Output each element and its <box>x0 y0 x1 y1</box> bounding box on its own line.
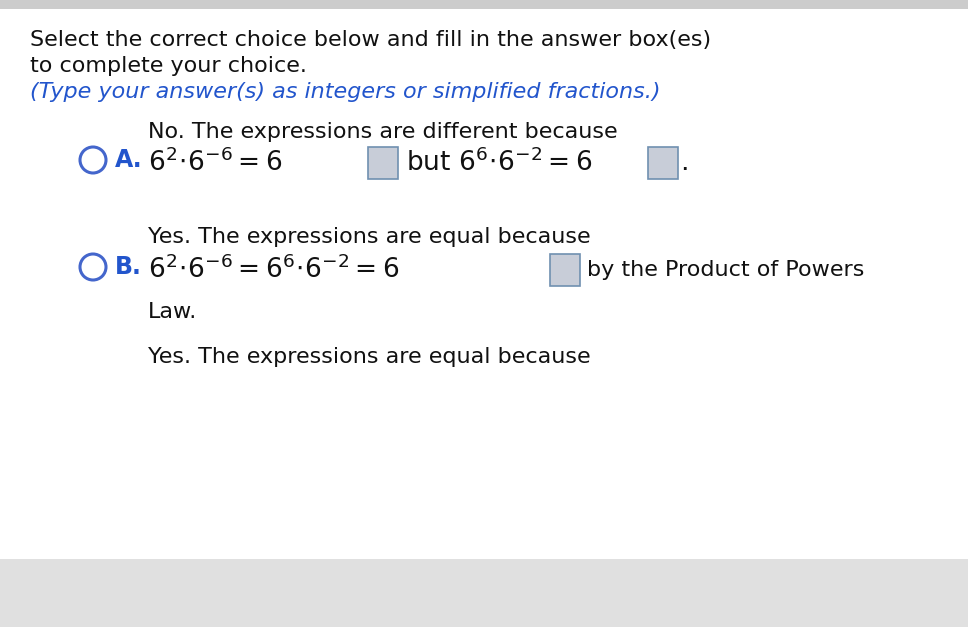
Text: No. The expressions are different because: No. The expressions are different becaus… <box>148 122 618 142</box>
Text: A.: A. <box>115 148 142 172</box>
Text: by the Product of Powers: by the Product of Powers <box>587 260 864 280</box>
Text: but $6^6 \!\cdot\! 6^{-2} = 6$: but $6^6 \!\cdot\! 6^{-2} = 6$ <box>406 149 592 177</box>
Text: .: . <box>680 150 688 176</box>
Text: Select the correct choice below and fill in the answer box(es): Select the correct choice below and fill… <box>30 30 711 50</box>
Text: $6^2 \!\cdot\! 6^{-6} = 6^6 \!\cdot\! 6^{-2} = 6$: $6^2 \!\cdot\! 6^{-6} = 6^6 \!\cdot\! 6^… <box>148 256 399 284</box>
Text: (Type your answer(s) as integers or simplified fractions.): (Type your answer(s) as integers or simp… <box>30 82 660 102</box>
FancyBboxPatch shape <box>0 0 968 9</box>
Text: to complete your choice.: to complete your choice. <box>30 56 307 76</box>
FancyBboxPatch shape <box>368 147 398 179</box>
FancyBboxPatch shape <box>550 254 580 286</box>
Text: $6^2 \!\cdot\! 6^{-6} = 6$: $6^2 \!\cdot\! 6^{-6} = 6$ <box>148 149 282 177</box>
Text: Yes. The expressions are equal because: Yes. The expressions are equal because <box>148 347 590 367</box>
Text: Yes. The expressions are equal because: Yes. The expressions are equal because <box>148 227 590 247</box>
FancyBboxPatch shape <box>648 147 678 179</box>
Text: B.: B. <box>115 255 142 279</box>
Text: Law.: Law. <box>148 302 197 322</box>
FancyBboxPatch shape <box>0 559 968 627</box>
